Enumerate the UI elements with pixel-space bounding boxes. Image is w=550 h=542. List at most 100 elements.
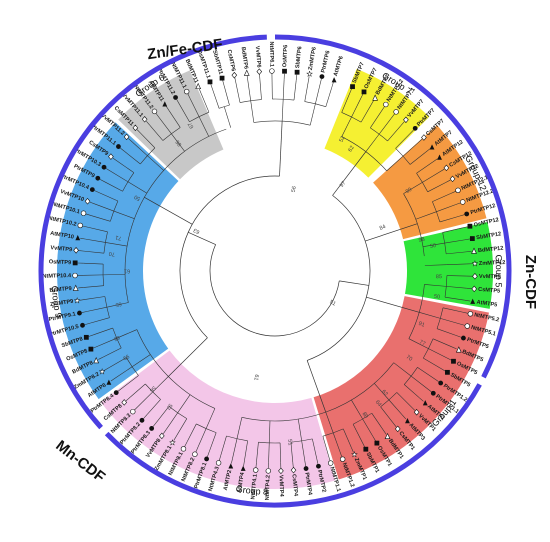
sector-group-6 <box>118 70 224 180</box>
branch <box>279 121 283 177</box>
branch <box>171 133 185 152</box>
bootstrap-value: 71 <box>115 234 122 241</box>
terminal-branch <box>391 113 395 119</box>
leaf-label-ptrmtp6: PtrMTP6 <box>320 50 331 73</box>
terminal-branch <box>79 299 86 301</box>
branch <box>132 142 148 156</box>
branch <box>422 242 445 247</box>
family-arcs: Zn/Fe-CDF Zn-CDF Mn-CDF <box>38 34 539 508</box>
star-marker-icon <box>350 450 359 458</box>
circle-marker-icon <box>339 456 346 462</box>
branch <box>235 82 241 103</box>
circle-marker-icon <box>464 323 470 329</box>
leaf-label-ntmtp4-2: NtMTP4.2 <box>265 475 272 501</box>
triangle-filled-marker-icon <box>75 234 81 241</box>
terminal-branch <box>328 455 331 461</box>
branch <box>236 417 243 439</box>
terminal-branch <box>462 226 468 229</box>
dot-marker-icon <box>319 74 325 79</box>
triangle-filled-marker-icon <box>422 400 428 406</box>
branch <box>332 432 341 452</box>
leaf-label-atmtp10: AtMTP10 <box>50 231 75 241</box>
circle-marker-icon <box>253 467 259 473</box>
dot-marker-icon <box>303 466 309 471</box>
branch <box>365 133 380 152</box>
star-marker-icon <box>305 70 314 78</box>
dot-marker-icon <box>77 310 82 316</box>
branch <box>186 423 197 442</box>
leaf-label-bdmtp12: BdMTP12 <box>478 246 504 255</box>
terminal-branch <box>146 120 151 126</box>
leaf-label-csmtp6: CsMTP6 <box>226 49 236 72</box>
circle-marker-icon <box>393 109 399 115</box>
star-marker-icon <box>168 438 177 446</box>
terminal-branch <box>466 251 472 253</box>
family-arc-zn-cdf <box>104 383 482 508</box>
leaf-label-bdmtp9: BdMTP9 <box>49 286 72 294</box>
leaf-label-sbmtp12: SbMTP12 <box>476 231 502 241</box>
group-label-group-5: Group 5 <box>493 254 504 288</box>
family-label-zn-fe-cdf: Zn/Fe-CDF <box>146 36 223 63</box>
circle-marker-icon <box>192 451 198 457</box>
terminal-branch <box>462 311 468 314</box>
bootstrap-value: 61 <box>252 374 259 381</box>
branch <box>282 79 285 100</box>
branch <box>402 142 419 157</box>
branch <box>380 406 394 423</box>
terminal-branch <box>85 213 92 216</box>
square-marker-icon <box>469 236 475 241</box>
leaf-label-atmtp6: AtMTP6 <box>333 55 345 77</box>
terminal-branch <box>210 84 213 90</box>
diamond-marker-icon <box>121 399 128 406</box>
terminal-branch <box>319 78 322 85</box>
circle-marker-icon <box>269 68 275 74</box>
branch <box>268 420 271 443</box>
branch <box>444 296 465 301</box>
bootstrap-value: 91 <box>418 321 426 329</box>
terminal-branch <box>331 82 334 88</box>
terminal-branch <box>89 201 96 205</box>
branch <box>98 337 117 347</box>
leaf-label-ptrmtp4: PtrMTP4 <box>303 472 313 496</box>
terminal-branch <box>243 460 245 467</box>
triangle-filled-marker-icon <box>162 101 168 107</box>
leaf-label-osmtp12: OsMTP12 <box>473 217 499 229</box>
terminal-branch <box>187 93 191 99</box>
branch <box>442 307 463 313</box>
bootstrap-value: 84 <box>379 224 387 232</box>
leaf-label-atmtp5: AtMTP5 <box>476 300 497 309</box>
diamond-marker-icon <box>443 164 450 172</box>
branch <box>116 329 138 339</box>
square-marker-icon <box>363 446 369 452</box>
square-marker-icon <box>294 69 300 75</box>
leaf-label-ntmtp4-1: NtMTP4.1 <box>250 474 258 500</box>
bootstrap-value: 66 <box>113 334 121 342</box>
branch <box>87 226 108 233</box>
terminal-branch <box>392 422 397 428</box>
terminal-branch <box>419 397 424 402</box>
branch <box>446 275 467 277</box>
terminal-branch <box>304 460 306 467</box>
branch <box>424 264 447 266</box>
terminal-branch <box>455 335 462 338</box>
dot-marker-icon <box>430 390 436 396</box>
branch <box>315 84 321 104</box>
square-marker-icon <box>83 334 89 340</box>
branch <box>325 412 334 433</box>
bootstrap-value: 50 <box>133 193 141 201</box>
terminal-branch <box>307 76 310 82</box>
terminal-branch <box>382 429 387 435</box>
bootstrap-value: 99 <box>405 187 413 195</box>
branch <box>341 116 352 137</box>
leaf-label-atmtp4: AtMTP4 <box>237 471 246 493</box>
branch <box>419 312 441 319</box>
dot-marker-icon <box>116 144 121 149</box>
triangle-marker-icon <box>384 432 391 440</box>
diamond-marker-icon <box>449 175 456 183</box>
branch <box>106 302 129 308</box>
leaf-label-vvmtp5: VvMTP5 <box>479 274 501 281</box>
branch <box>301 440 306 461</box>
branch <box>371 413 384 430</box>
terminal-branch <box>295 74 298 81</box>
